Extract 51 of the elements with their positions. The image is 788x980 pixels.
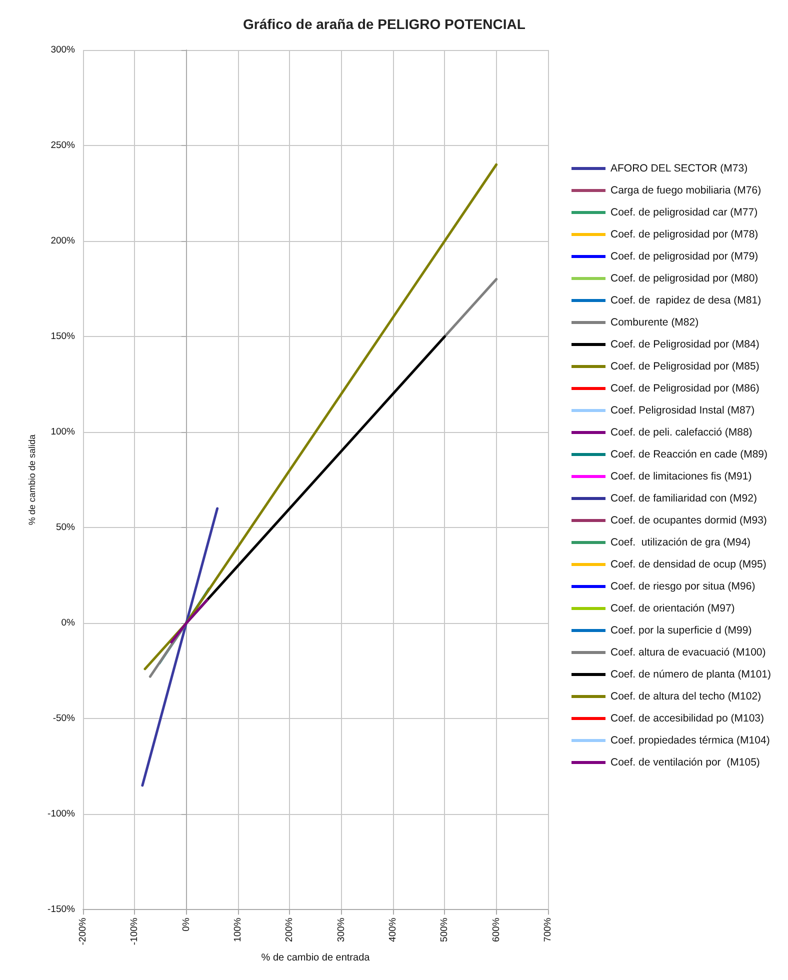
y-tick-label: 0%: [61, 618, 76, 629]
y-tick-label: 300%: [50, 44, 76, 56]
legend-label: Coef. de limitaciones fis (M91): [610, 470, 752, 482]
legend-label: Comburente (M82): [610, 316, 699, 328]
legend-label: Coef. de Peligrosidad por (M84): [610, 338, 760, 350]
y-tick-label: 250%: [50, 140, 76, 152]
y-tick-label: 200%: [50, 236, 76, 247]
x-tick-label: 0%: [180, 917, 192, 932]
x-tick-label: 700%: [542, 917, 554, 942]
legend-label: Coef. de peligrosidad por (M80): [610, 272, 758, 284]
y-axis-title: % de cambio de salida: [27, 434, 38, 526]
legend-label: Coef. Peligrosidad Instal (M87): [610, 404, 755, 416]
legend-label: Coef. de peli. calefacció (M88): [610, 426, 752, 438]
x-tick-label: 500%: [439, 917, 450, 942]
y-tick-label: 100%: [50, 426, 76, 438]
x-tick-label: 100%: [232, 917, 244, 942]
legend-label: Coef. de peligrosidad por (M78): [610, 228, 758, 240]
legend-label: Coef. de Peligrosidad por (M85): [610, 360, 760, 372]
legend-label: Coef. propiedades térmica (M104): [610, 734, 770, 746]
legend-label: Coef. de altura del techo (M102): [610, 690, 762, 702]
y-tick-label: 50%: [56, 522, 76, 534]
x-tick-label: 600%: [490, 917, 502, 942]
legend-label: Coef. de accesibilidad po (M103): [610, 712, 764, 724]
y-tick-label: -150%: [48, 904, 76, 916]
legend-label: Coef. de ventilación por (M105): [610, 756, 760, 768]
legend-label: Coef. de peligrosidad por (M79): [610, 250, 758, 262]
legend-label: Coef. por la superficie d (M99): [610, 624, 752, 636]
x-tick-label: 400%: [388, 917, 398, 942]
legend-label: Coef. de número de planta (M101): [610, 668, 772, 680]
legend-label: Coef. de riesgo por situa (M96): [610, 580, 756, 592]
legend-label: Coef. de Peligrosidad por (M86): [610, 382, 760, 394]
legend-label: AFORO DEL SECTOR (M73): [610, 162, 748, 174]
y-tick-label: 150%: [50, 331, 76, 342]
x-axis-title: % de cambio de entrada: [261, 952, 370, 964]
legend-label: Carga de fuego mobiliaria (M76): [610, 184, 762, 196]
x-tick-label: 300%: [336, 917, 347, 942]
x-tick-label: 200%: [284, 917, 296, 942]
legend-label: Coef. de peligrosidad car (M77): [610, 206, 758, 218]
legend-label: Coef. de Reacción en cade (M89): [610, 448, 768, 460]
legend-label: Coef. de densidad de ocup (M95): [610, 558, 766, 570]
legend-label: Coef. de ocupantes dormid (M93): [610, 514, 767, 526]
x-tick-label: -100%: [129, 917, 140, 946]
legend-label: Coef. utilización de gra (M94): [610, 536, 751, 548]
legend-label: Coef. de orientación (M97): [610, 602, 735, 614]
y-tick-label: -100%: [48, 808, 76, 820]
y-tick-label: -50%: [52, 713, 76, 724]
legend-label: Coef. altura de evacuació (M100): [610, 646, 766, 658]
legend-label: Coef. de rapidez de desa (M81): [610, 294, 762, 306]
x-tick-label: -200%: [78, 917, 88, 946]
chart-title: Gráfico de araña de PELIGRO POTENCIAL: [243, 16, 526, 32]
legend-label: Coef. de familiaridad con (M92): [610, 492, 757, 504]
